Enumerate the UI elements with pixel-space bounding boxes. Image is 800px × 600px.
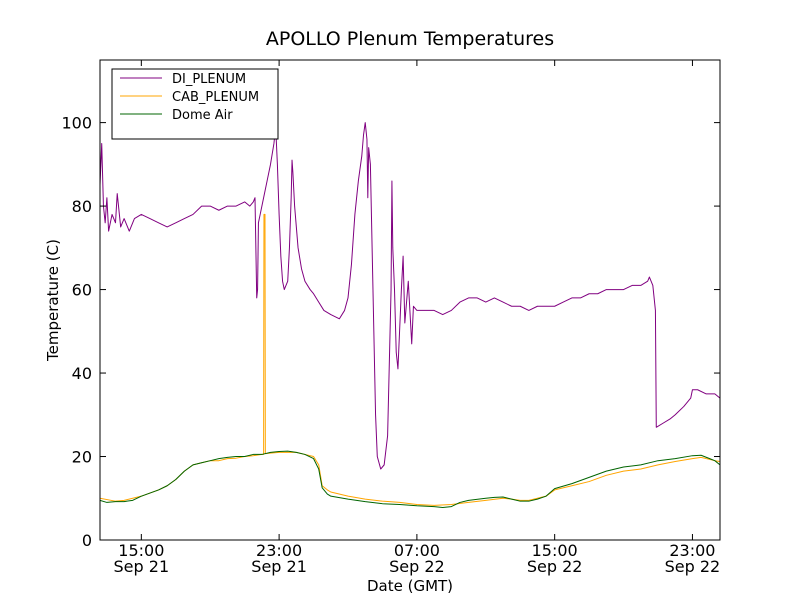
x-tick-label-time: 23:00	[669, 541, 715, 560]
x-tick-label-date: Sep 22	[389, 557, 445, 576]
x-tick-label-time: 15:00	[118, 541, 164, 560]
y-tick-label: 20	[72, 448, 92, 467]
y-tick-label: 80	[72, 197, 92, 216]
y-axis-label: Temperature (C)	[44, 239, 62, 362]
series-line-dome-air	[99, 450, 721, 508]
series-line-di-plenum	[99, 122, 721, 470]
y-tick-label: 100	[61, 114, 92, 133]
legend-box	[111, 68, 279, 140]
chart-title: APOLLO Plenum Temperatures	[266, 28, 554, 50]
x-tick-label-time: 23:00	[256, 541, 302, 560]
legend-label: CAB_PLENUM	[172, 90, 259, 105]
x-axis-label: Date (GMT)	[367, 577, 453, 595]
x-tick-label-date: Sep 21	[114, 557, 170, 576]
y-tick-label: 40	[72, 364, 92, 383]
series-layer	[99, 122, 721, 508]
x-tick-label-time: 15:00	[532, 541, 578, 560]
x-tick-label-date: Sep 21	[251, 557, 307, 576]
x-tick-label-time: 07:00	[394, 541, 440, 560]
legend-label: Dome Air	[172, 108, 233, 123]
x-tick-label-date: Sep 22	[665, 557, 721, 576]
y-tick-label: 60	[72, 281, 92, 300]
plot-frame	[99, 59, 721, 541]
x-tick-label-date: Sep 22	[527, 557, 583, 576]
legend: DI_PLENUM CAB_PLENUM Dome Air	[111, 68, 279, 140]
y-tick-label: 0	[82, 531, 92, 550]
legend-label: DI_PLENUM	[172, 72, 246, 87]
